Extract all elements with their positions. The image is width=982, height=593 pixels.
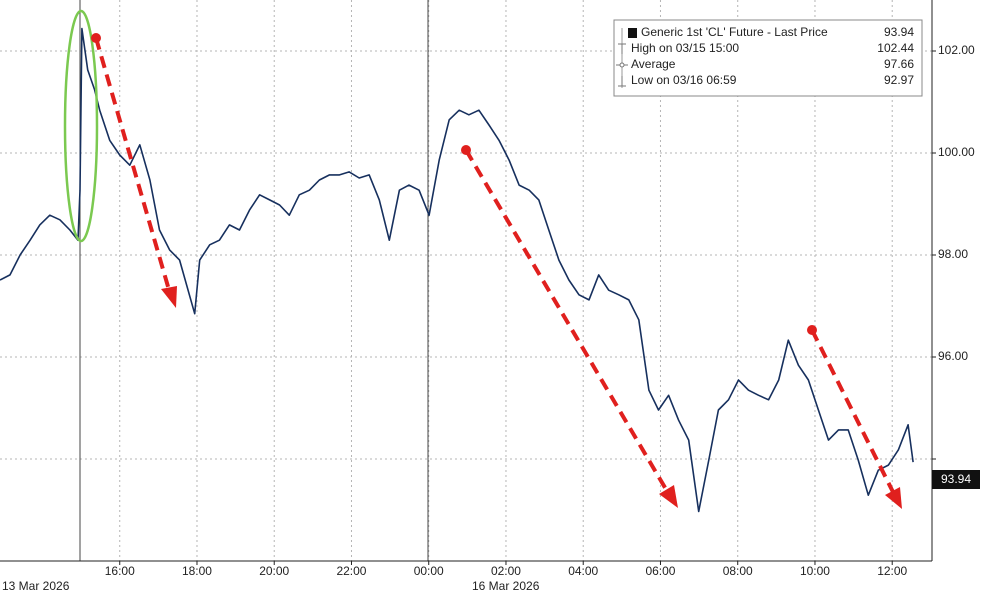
date-label: 13 Mar 2026 — [2, 579, 70, 593]
trend-arrow — [94, 37, 171, 291]
last-price-box — [932, 470, 980, 489]
x-tick-label: 02:00 — [491, 564, 521, 578]
legend-label: High on 03/15 15:00 — [631, 41, 739, 55]
arrow-head — [659, 485, 678, 508]
x-tick-label: 18:00 — [182, 564, 212, 578]
legend-low-icon — [618, 76, 626, 87]
legend-value: 97.66 — [884, 57, 914, 71]
legend-swatch — [628, 28, 637, 38]
x-tick-label: 22:00 — [336, 564, 366, 578]
price-line — [0, 27, 914, 513]
legend-label: Generic 1st 'CL' Future - Last Price — [641, 25, 828, 39]
legend-high-icon — [618, 43, 626, 54]
legend-box — [613, 19, 923, 97]
trend-arrows — [91, 33, 902, 509]
highlight-ellipse — [63, 9, 99, 243]
x-tick-label: 10:00 — [800, 564, 830, 578]
x-tick-label: 08:00 — [723, 564, 753, 578]
y-tick-label: 98.00 — [938, 247, 968, 261]
x-tick-label: 16:00 — [105, 564, 135, 578]
legend: Generic 1st 'CL' Future - Last Price 93.… — [613, 19, 923, 97]
last-price-label: 93.94 — [941, 472, 971, 486]
legend-value: 93.94 — [884, 25, 914, 39]
x-tick-label: 06:00 — [645, 564, 675, 578]
arrow-head — [885, 487, 902, 509]
last-price-tag: 93.94 — [932, 470, 980, 489]
arrow-head — [161, 286, 177, 308]
x-tick-label: 20:00 — [259, 564, 289, 578]
legend-label: Low on 03/16 06:59 — [631, 73, 737, 87]
legend-value: 92.97 — [884, 73, 914, 87]
x-tick-label: 04:00 — [568, 564, 598, 578]
y-tick-label: 100.00 — [938, 145, 975, 159]
trend-arrow — [464, 148, 669, 493]
x-tick-label: 00:00 — [414, 564, 444, 578]
legend-value: 102.44 — [877, 41, 914, 55]
y-tick-label: 102.00 — [938, 43, 975, 57]
plot — [0, 27, 914, 513]
y-tick-label: 96.00 — [938, 349, 968, 363]
x-tick-label: 12:00 — [877, 564, 907, 578]
trend-arrow — [810, 329, 895, 493]
date-label: 16 Mar 2026 — [472, 579, 540, 593]
legend-average-icon — [619, 62, 625, 68]
legend-label: Average — [631, 57, 676, 71]
